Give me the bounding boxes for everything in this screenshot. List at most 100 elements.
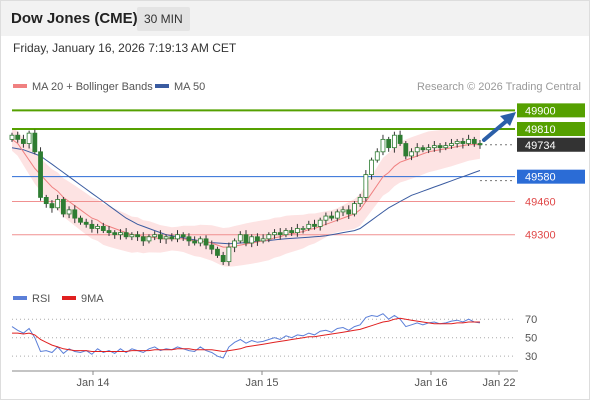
candle-body bbox=[100, 226, 106, 231]
candle-body bbox=[306, 223, 312, 229]
candle-body bbox=[323, 215, 329, 221]
legend-swatch-0 bbox=[13, 84, 27, 88]
rsi-legend-label-0: RSI bbox=[32, 293, 50, 305]
candle-body bbox=[340, 209, 346, 213]
candle-body bbox=[215, 248, 220, 256]
candle-body bbox=[249, 236, 255, 244]
candle-body bbox=[43, 196, 49, 205]
level-label-49460: 49460 bbox=[525, 197, 556, 209]
chart-header: Dow Jones (CME) 30 MIN bbox=[0, 0, 590, 36]
level-label-49900: 49900 bbox=[525, 105, 556, 117]
candle-body bbox=[431, 145, 437, 149]
level-label-49580: 49580 bbox=[525, 172, 556, 184]
candle-body bbox=[357, 196, 363, 205]
candle-body bbox=[397, 134, 403, 144]
candle-body bbox=[180, 234, 186, 238]
candle-body bbox=[152, 234, 158, 238]
candle-body bbox=[78, 217, 83, 223]
candle-body bbox=[83, 221, 89, 225]
rsi-level-label-70: 70 bbox=[525, 314, 537, 326]
forecast-arrow-shaft bbox=[482, 116, 512, 142]
candle-body bbox=[146, 236, 152, 242]
candle-body bbox=[420, 147, 426, 151]
candle-body bbox=[289, 230, 295, 234]
legend-label-0: MA 20 + Bollinger Bands bbox=[32, 81, 153, 93]
candle-body bbox=[460, 141, 466, 144]
candle-body bbox=[317, 219, 323, 227]
candle-body bbox=[380, 138, 386, 153]
candle-body bbox=[209, 244, 215, 250]
x-tick-label-1: Jan 15 bbox=[245, 377, 278, 389]
candle-body bbox=[243, 234, 249, 244]
candle-body bbox=[277, 232, 283, 236]
candle-body bbox=[414, 147, 420, 153]
candle-body bbox=[226, 246, 232, 263]
rsi-legend-swatch-0 bbox=[13, 296, 27, 300]
candle-body bbox=[66, 209, 72, 215]
candle-body bbox=[72, 209, 78, 219]
candle-body bbox=[169, 236, 175, 240]
candle-body bbox=[157, 234, 163, 240]
candle-body bbox=[203, 238, 209, 246]
instrument-title: Dow Jones (CME) bbox=[11, 10, 138, 27]
candle-body bbox=[38, 151, 43, 198]
candle-body bbox=[32, 132, 38, 153]
level-label-49734: 49734 bbox=[525, 140, 556, 152]
candle-body bbox=[9, 134, 15, 140]
candle-body bbox=[118, 232, 123, 236]
candle-body bbox=[163, 236, 169, 240]
chart-datetime: Friday, January 16, 2026 7:19:13 AM CET bbox=[13, 41, 237, 55]
candle-body bbox=[21, 138, 26, 144]
candle-body bbox=[374, 151, 380, 161]
level-tag-49580 bbox=[517, 169, 585, 184]
candle-body bbox=[443, 145, 449, 149]
candle-body bbox=[409, 151, 414, 157]
candle-body bbox=[220, 255, 226, 263]
candle-body bbox=[237, 234, 243, 242]
candle-body bbox=[266, 234, 272, 240]
rsi-level-label-30: 30 bbox=[525, 351, 537, 363]
candle-body bbox=[106, 230, 112, 234]
candle-body bbox=[89, 223, 95, 229]
candle-body bbox=[477, 143, 483, 146]
candle-body bbox=[283, 230, 289, 236]
candle-body bbox=[60, 199, 66, 215]
candle-body bbox=[334, 211, 340, 219]
candle-body bbox=[26, 132, 32, 144]
candle-body bbox=[15, 134, 21, 140]
candle-body bbox=[426, 147, 432, 151]
candle-body bbox=[123, 232, 129, 238]
candle-body bbox=[186, 236, 192, 242]
candle-body bbox=[55, 199, 61, 209]
forecast-arrow-head bbox=[500, 112, 516, 126]
x-tick-label-0: Jan 14 bbox=[76, 377, 109, 389]
candle-body bbox=[329, 215, 335, 219]
x-tick-label-3: Jan 22 bbox=[482, 377, 515, 389]
candle-body bbox=[449, 143, 454, 146]
rsi-ma-line bbox=[12, 317, 480, 353]
level-tag-49734 bbox=[517, 137, 585, 152]
candle-body bbox=[272, 232, 277, 236]
candle-body bbox=[192, 240, 198, 244]
x-tick-label-2: Jan 16 bbox=[414, 377, 447, 389]
candle-body bbox=[369, 159, 374, 176]
legend-label-1: MA 50 bbox=[174, 81, 205, 93]
level-label-49810: 49810 bbox=[525, 124, 556, 136]
candle-body bbox=[175, 234, 180, 240]
bollinger-band bbox=[12, 128, 480, 267]
interval-button[interactable]: 30 MIN bbox=[137, 7, 190, 31]
candle-body bbox=[294, 228, 300, 234]
candle-body bbox=[471, 138, 477, 144]
copyright-text: Research © 2026 Trading Central bbox=[417, 81, 581, 93]
candle-body bbox=[135, 234, 140, 238]
level-label-49300: 49300 bbox=[525, 230, 556, 242]
candle-body bbox=[232, 240, 237, 248]
candle-body bbox=[437, 145, 443, 149]
candle-body bbox=[346, 209, 352, 215]
candle-body bbox=[95, 226, 101, 229]
candle-body bbox=[386, 138, 392, 149]
candle-body bbox=[197, 238, 203, 244]
candle-body bbox=[363, 174, 369, 198]
candle-body bbox=[129, 234, 135, 238]
